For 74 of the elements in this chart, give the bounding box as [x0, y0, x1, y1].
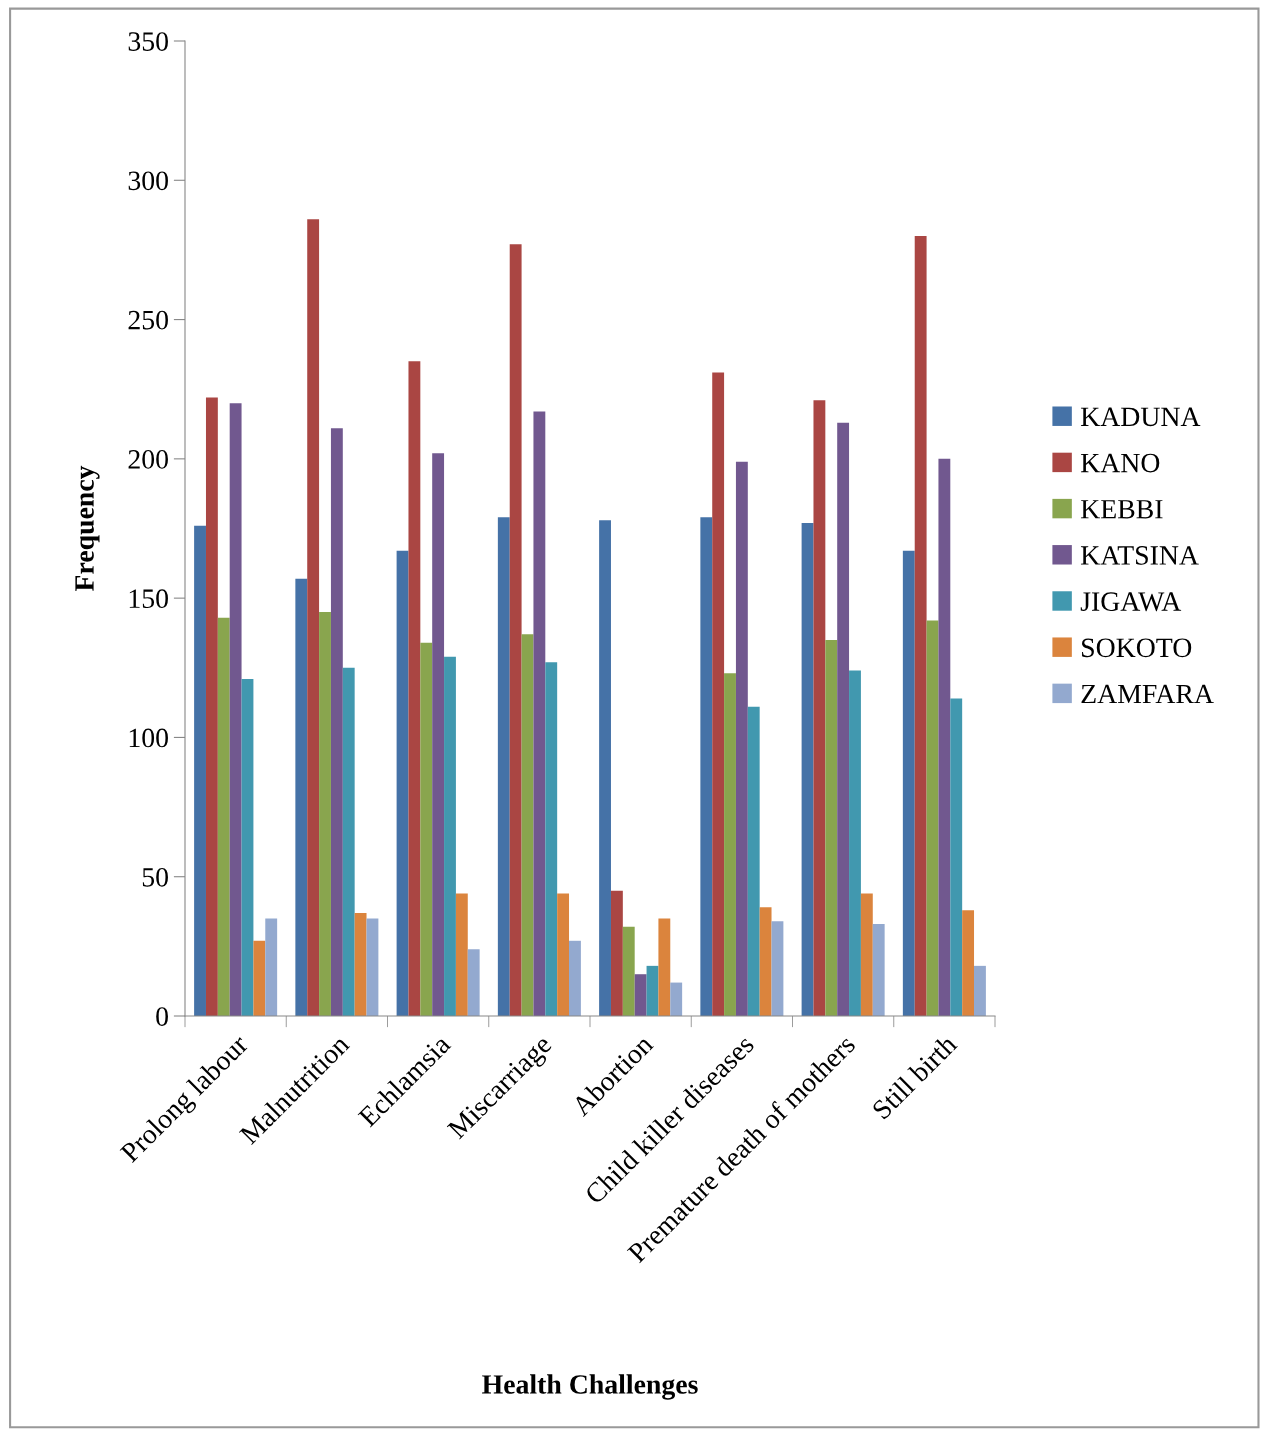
legend-label: KADUNA: [1080, 407, 1201, 427]
bar: [205, 397, 218, 1016]
legend-label: ZAMFARA: [1081, 684, 1214, 704]
bar: [825, 639, 838, 1016]
bar: [926, 620, 939, 1016]
bar: [902, 550, 915, 1016]
bar: [658, 918, 671, 1016]
bar: [396, 550, 409, 1016]
y-tick-label: 250: [128, 310, 168, 330]
bar: [229, 403, 242, 1016]
x-axis-title: Health Challenges: [482, 1374, 698, 1400]
bar: [771, 921, 784, 1016]
bar: [974, 965, 986, 1016]
y-axis-title: Frequency: [75, 465, 100, 592]
bar: [533, 411, 546, 1016]
bar: [420, 642, 433, 1016]
legend-label: KANO: [1080, 453, 1160, 473]
y-tick-label: 200: [128, 450, 168, 469]
bar: [241, 678, 254, 1016]
bar: [813, 400, 826, 1016]
bar: [295, 578, 308, 1016]
bar: [914, 236, 927, 1016]
bar: [634, 974, 647, 1016]
bar: [521, 634, 534, 1016]
bar: [610, 890, 623, 1016]
bar: [849, 670, 861, 1016]
bar: [408, 361, 421, 1016]
bar: [837, 422, 850, 1016]
bar: [432, 453, 445, 1016]
bar: [307, 219, 320, 1016]
legend-label: KATSINA: [1080, 546, 1199, 565]
bar: [444, 656, 456, 1016]
bar: [759, 907, 772, 1016]
bar: [860, 893, 873, 1016]
bar: [509, 244, 522, 1016]
bar: [962, 910, 975, 1016]
bar: [253, 940, 266, 1016]
x-tick-label: Still birth: [870, 1032, 958, 1120]
bar: [712, 372, 725, 1016]
y-tick-label: 350: [128, 32, 168, 51]
bar: [938, 458, 951, 1016]
bar: [670, 982, 683, 1016]
legend-label: KEBBI: [1080, 500, 1163, 519]
y-tick-label: 100: [129, 728, 168, 748]
bar: [950, 698, 963, 1016]
bar: [265, 918, 278, 1016]
y-tick-label: 0: [156, 1007, 168, 1026]
bar: [599, 520, 611, 1016]
legend-label: JIGAWA: [1080, 592, 1182, 612]
bar: [342, 667, 355, 1016]
bar: [455, 893, 468, 1016]
bar: [747, 706, 760, 1016]
bar: [194, 525, 206, 1016]
bar: [724, 673, 736, 1016]
y-tick-label: 300: [128, 171, 168, 191]
legend-label: SOKOTO: [1082, 638, 1192, 658]
y-tick-label: 150: [129, 589, 168, 609]
bar: [569, 940, 581, 1016]
bar: [646, 965, 659, 1016]
bar: [622, 926, 635, 1016]
y-tick-label: 50: [142, 867, 168, 887]
bar: [801, 522, 814, 1016]
bar: [319, 612, 331, 1016]
bar: [700, 517, 713, 1016]
bar: [872, 924, 885, 1016]
bar: [557, 893, 570, 1016]
bar: [354, 912, 367, 1016]
bar: [497, 517, 510, 1016]
bar: [366, 918, 379, 1016]
bar: [330, 428, 343, 1016]
bar: [735, 461, 748, 1016]
bar: [545, 662, 558, 1016]
bar: [217, 617, 230, 1016]
bar: [467, 949, 480, 1016]
